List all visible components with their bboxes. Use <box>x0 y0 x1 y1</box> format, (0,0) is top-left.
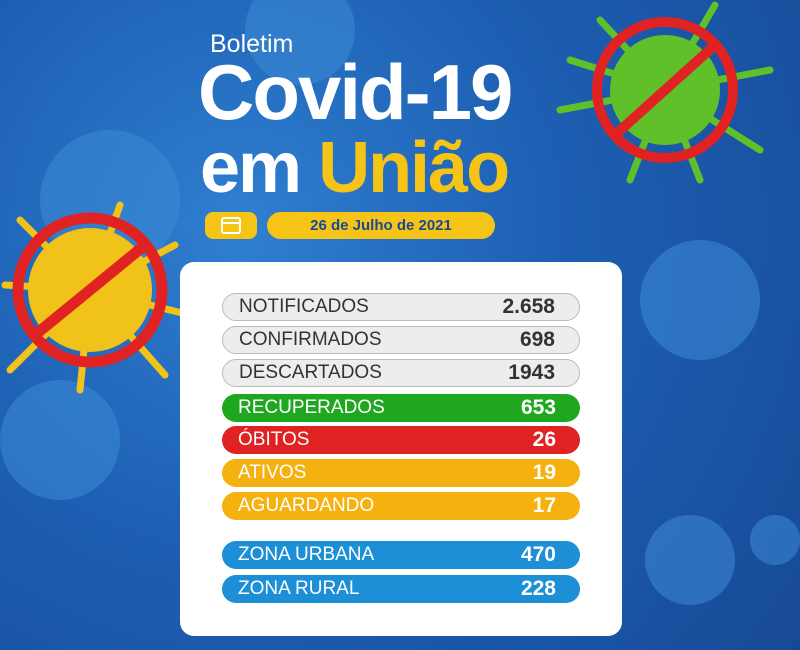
stat-label: ZONA URBANA <box>238 544 375 565</box>
stat-row: CONFIRMADOS 698 <box>222 326 580 354</box>
stat-value: 653 <box>520 396 556 419</box>
stat-label: ZONA RURAL <box>238 578 360 599</box>
stat-label: CONFIRMADOS <box>239 329 382 350</box>
stat-value: 17 <box>532 494 556 517</box>
stat-row: ZONA RURAL 228 <box>222 575 580 603</box>
stat-row: DESCARTADOS 1943 <box>222 359 580 387</box>
subtitle-prefix: em <box>200 128 302 208</box>
title: Covid-19 <box>198 48 513 136</box>
stat-label: ATIVOS <box>238 462 307 483</box>
stat-label: NOTIFICADOS <box>239 296 369 317</box>
kicker: Boletim <box>210 30 294 58</box>
calendar-icon <box>205 212 257 239</box>
stat-label: AGUARDANDO <box>238 495 375 516</box>
stat-label: RECUPERADOS <box>238 397 385 418</box>
subtitle-place: União <box>318 128 510 208</box>
stat-value: 26 <box>532 428 556 451</box>
stat-value: 698 <box>519 328 555 351</box>
stat-row: NOTIFICADOS 2.658 <box>222 293 580 321</box>
stat-value: 228 <box>520 577 556 600</box>
stat-value: 470 <box>520 543 556 566</box>
stat-row: ZONA URBANA 470 <box>222 541 580 569</box>
stats-card: NOTIFICADOS 2.658 CONFIRMADOS 698 DESCARTADO… <box>180 262 622 636</box>
stat-label: DESCARTADOS <box>239 362 382 383</box>
stat-row: AGUARDANDO 17 <box>222 492 580 520</box>
stat-row: RECUPERADOS 653 <box>222 394 580 422</box>
stat-row: ÓBITOS 26 <box>222 426 580 454</box>
date: 26 de Julho de 2021 <box>267 212 495 239</box>
stat-label: ÓBITOS <box>238 429 310 450</box>
stat-row: ATIVOS 19 <box>222 459 580 487</box>
stat-value: 19 <box>532 461 556 484</box>
subtitle: em União <box>200 128 510 208</box>
stat-value: 1943 <box>508 361 555 384</box>
stat-value: 2.658 <box>502 295 555 318</box>
